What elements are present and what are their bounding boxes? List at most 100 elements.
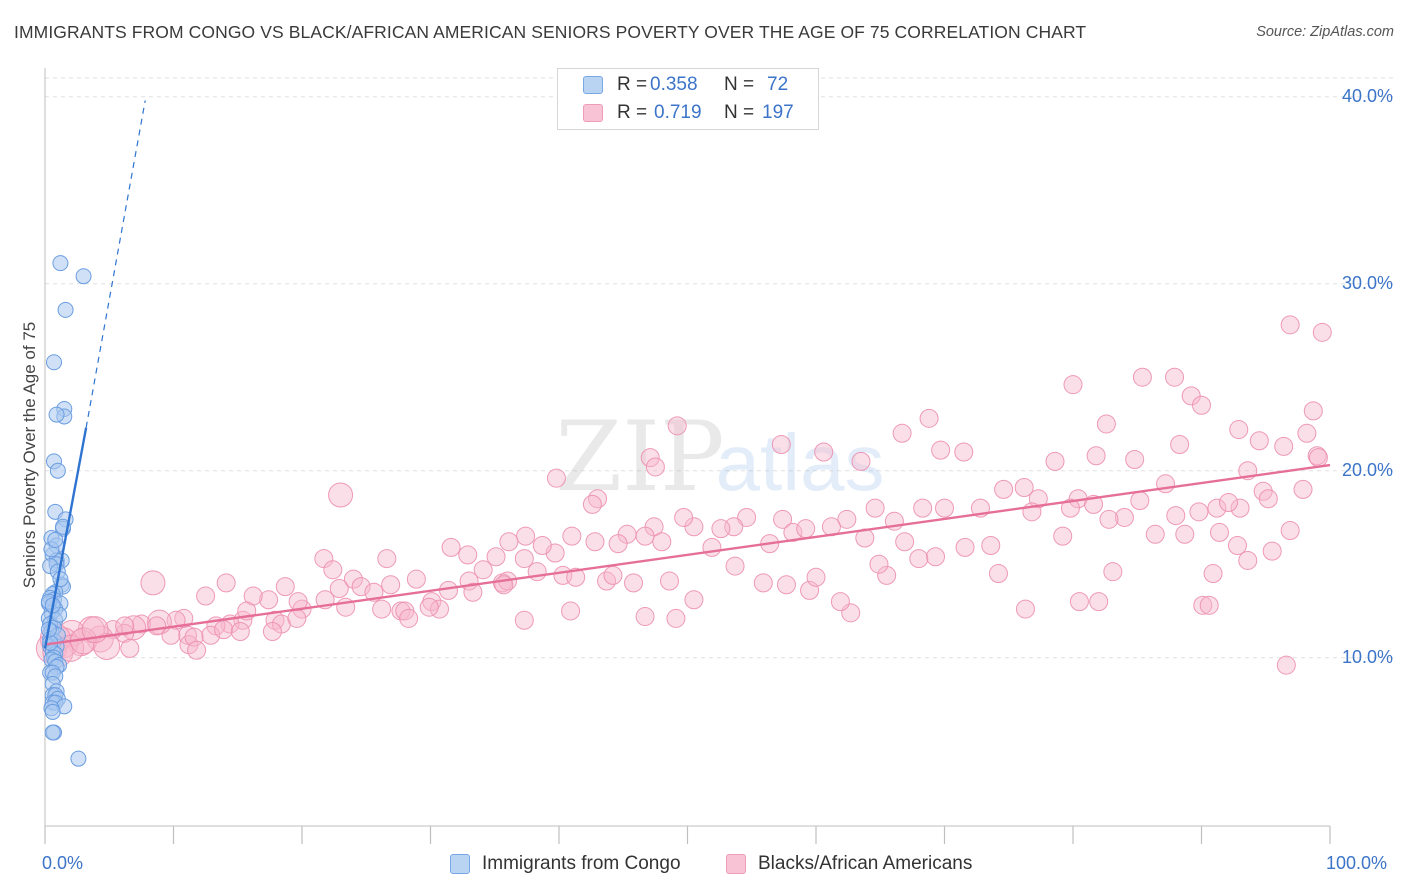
pink-point: [147, 616, 167, 636]
legend-swatch-blue: [583, 76, 603, 94]
legend-row-congo: R = 0.358 N = 72: [558, 72, 818, 98]
legend-r-value: 0.719: [654, 102, 702, 123]
pink-point: [1193, 595, 1213, 615]
pink-point: [776, 575, 796, 595]
pink-point: [806, 567, 826, 587]
pink-point: [1170, 435, 1190, 455]
legend-row-black: R = 0.719 N = 197: [558, 100, 818, 126]
pink-point: [1165, 367, 1185, 387]
pink-point: [674, 507, 694, 527]
pink-point: [328, 482, 354, 508]
pink-point: [1227, 536, 1247, 555]
pink-point: [773, 509, 793, 529]
legend-swatch-pink: [726, 854, 746, 874]
pink-point: [381, 575, 401, 595]
y-tick-label: 30.0%: [1341, 272, 1393, 293]
pink-point: [635, 526, 655, 546]
pink-point: [635, 607, 655, 627]
pink-point: [1199, 595, 1219, 615]
pink-point: [1249, 431, 1269, 451]
pink-point: [486, 547, 506, 567]
pink-point: [1015, 599, 1035, 619]
source-label: Source: ZipAtlas.com: [1256, 24, 1394, 40]
pink-point: [1175, 524, 1195, 544]
pink-point: [955, 537, 975, 557]
pink-point: [666, 608, 686, 628]
pink-point: [196, 586, 216, 606]
pink-point: [1192, 395, 1211, 415]
pink-point: [364, 582, 384, 602]
legend-item-congo[interactable]: Immigrants from Congo: [450, 852, 681, 876]
watermark-atlas: atlas: [716, 418, 885, 507]
pink-point: [737, 507, 757, 527]
blue-point: [49, 462, 66, 479]
pink-point: [1280, 521, 1300, 541]
pink-point: [406, 569, 426, 589]
pink-point: [463, 582, 483, 602]
pink-point: [585, 532, 605, 552]
pink-point: [187, 640, 207, 660]
blue-point: [48, 406, 65, 423]
pink-point: [1238, 550, 1258, 570]
pink-point: [499, 532, 519, 552]
pink-point: [1103, 562, 1123, 582]
pink-point: [865, 498, 885, 518]
pink-point: [1303, 401, 1323, 421]
legend-n-label: N =: [724, 74, 755, 95]
pink-point: [1099, 509, 1119, 529]
pink-point: [608, 534, 628, 554]
legend-r-label: R =: [617, 74, 648, 95]
pink-point: [329, 579, 349, 599]
pink-point: [753, 573, 773, 593]
watermark-zip: ZIP: [555, 401, 724, 513]
pink-point: [287, 608, 307, 628]
pink-point: [546, 468, 566, 488]
pink-point: [214, 620, 234, 640]
pink-point: [514, 549, 534, 569]
blue-point: [52, 255, 69, 272]
pink-point: [603, 565, 623, 585]
legend-label: Immigrants from Congo: [482, 853, 681, 874]
pink-point: [837, 509, 857, 529]
pink-point: [216, 573, 236, 593]
pink-point: [201, 625, 221, 645]
pink-point: [120, 638, 140, 658]
pink-point: [1312, 322, 1332, 342]
pink-point: [1258, 489, 1278, 509]
blue-point: [70, 750, 87, 767]
pink-point: [909, 549, 929, 569]
axes: [44, 68, 1331, 844]
blue-point: [47, 531, 64, 548]
pink-point: [913, 498, 933, 518]
pink-point: [438, 580, 458, 600]
pink-point: [93, 632, 121, 660]
legend-item-black[interactable]: Blacks/African Americans: [726, 852, 972, 876]
pink-point: [988, 564, 1008, 584]
pink-point: [1209, 522, 1229, 542]
pink-point: [323, 560, 343, 580]
pink-point: [1262, 541, 1282, 561]
pink-point: [1207, 498, 1227, 518]
pink-point: [372, 599, 392, 619]
pink-point: [566, 567, 586, 587]
pink-point: [1089, 592, 1109, 612]
pink-point: [1218, 492, 1238, 512]
pink-point: [516, 526, 536, 546]
pink-point: [1280, 315, 1300, 335]
pink-point: [1166, 506, 1186, 526]
pink-point: [377, 549, 397, 569]
pink-point: [771, 435, 791, 455]
pink-point: [582, 494, 602, 514]
pink-point: [994, 479, 1014, 499]
pink-point: [527, 562, 547, 582]
pink-point: [262, 622, 282, 642]
pink-point: [351, 577, 371, 597]
legend-n-value: 72: [767, 74, 789, 95]
pink-point: [684, 590, 704, 610]
pink-point: [473, 560, 493, 580]
pink-point: [645, 457, 665, 477]
pink-point: [1297, 423, 1317, 443]
trend-lines: [43, 100, 1331, 649]
pink-point: [1276, 655, 1296, 675]
pink-point: [711, 519, 731, 539]
